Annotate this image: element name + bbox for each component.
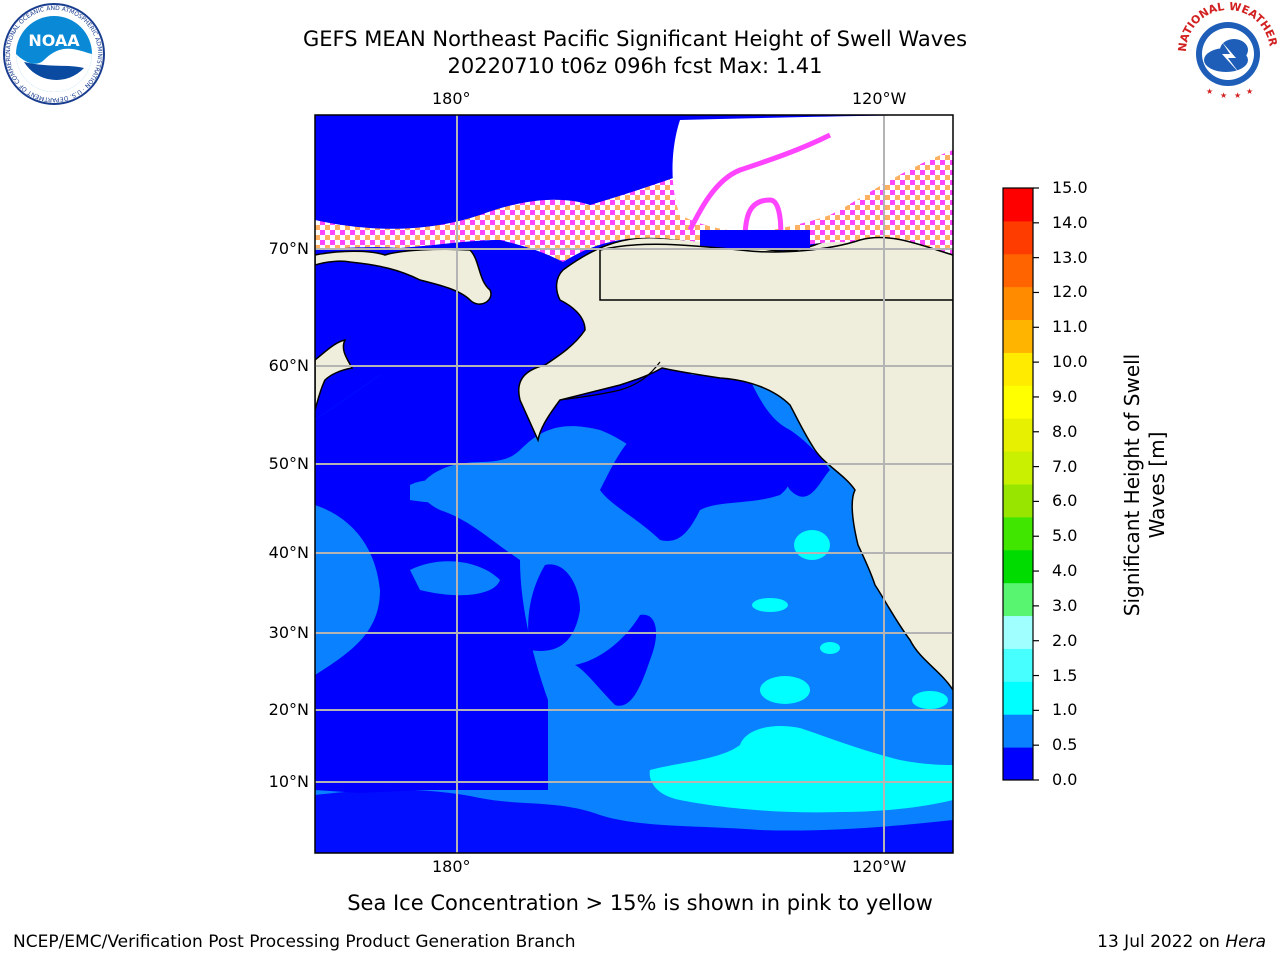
colorbar-segment [1003, 319, 1033, 353]
colorbar-title-line2: Waves [m] [1145, 431, 1169, 539]
noaa-logo-text: NOAA [28, 31, 80, 50]
colorbar-segment [1003, 714, 1033, 748]
colorbar-tick-label: 4.0 [1052, 561, 1078, 581]
map-frame [314, 114, 954, 854]
colorbar-segment [1003, 615, 1033, 649]
nws-logo: NATIONAL WEATHER SERVICE ★ ★ ★ ★ [1176, 2, 1280, 100]
ocean-swell-low [315, 373, 830, 793]
sea-ice-white [672, 115, 953, 232]
land-alaska-north-slope [599, 236, 953, 301]
footer-date-text: 13 Jul 2022 on [1097, 932, 1226, 952]
ocean-swell-high-patch [752, 598, 788, 612]
colorbar-title-line1: Significant Height of Swell [1120, 353, 1144, 617]
colorbar-tick-label: 11.0 [1052, 317, 1088, 337]
ocean-swell-high-patch [760, 676, 810, 704]
ocean-swell-high [649, 725, 953, 813]
colorbar-segment [1003, 516, 1033, 551]
colorbar-tick-label: 3.0 [1052, 595, 1078, 615]
colorbar-segment [1003, 220, 1033, 255]
lat-tick-30n: 30°N [268, 623, 309, 642]
svg-text:★: ★ [1234, 91, 1241, 100]
footer-branch: NCEP/EMC/Verification Post Processing Pr… [13, 932, 576, 952]
colorbar-tick-label: 5.0 [1052, 526, 1078, 546]
land-asia-kamchatka [315, 338, 354, 411]
colorbar-segment [1003, 648, 1033, 682]
colorbar-segment [1003, 188, 1033, 222]
colorbar-segment [1003, 253, 1033, 288]
ocean-swell-low-south [315, 789, 953, 853]
colorbar-tick-label: 2.0 [1052, 630, 1078, 650]
colorbar-tick-label: 6.0 [1052, 491, 1078, 511]
colorbar-segment [1003, 352, 1033, 386]
lat-tick-50n: 50°N [268, 454, 309, 473]
colorbar-segment [1003, 451, 1033, 485]
ocean-swell-low-gulf [600, 434, 791, 541]
colorbar-tick-label: 10.0 [1052, 352, 1088, 372]
open-water-patch [700, 230, 810, 250]
lat-tick-40n: 40°N [268, 543, 309, 562]
ocean-swell-high-patch [912, 691, 948, 709]
colorbar [1003, 187, 1039, 781]
colorbar-tick-label: 13.0 [1052, 247, 1088, 267]
sea-ice-pink-edge [687, 132, 832, 241]
ocean-swell-low-ridge [575, 614, 657, 706]
colorbar-segment [1003, 747, 1033, 781]
ocean-swell-mid-patch [410, 479, 490, 504]
colorbar-tick-label: 1.0 [1052, 700, 1078, 720]
footer-date: 13 Jul 2022 on Hera [1097, 932, 1266, 952]
colorbar-segment [1003, 484, 1033, 518]
chart-title: GEFS MEAN Northeast Pacific Significant … [302, 27, 968, 51]
lat-tick-70n: 70°N [268, 239, 309, 258]
colorbar-title: Significant Height of Swell Waves [m] [1120, 354, 1170, 616]
lon-tick-top-120w: 120°W [852, 89, 907, 108]
lon-tick-bottom-180: 180° [432, 857, 471, 876]
colorbar-tick-label: 12.0 [1052, 282, 1088, 302]
lon-tick-bottom-120w: 120°W [852, 857, 907, 876]
colorbar-segment [1003, 582, 1033, 617]
colorbar-tick-label: 9.0 [1052, 386, 1078, 406]
svg-text:★: ★ [1220, 91, 1227, 100]
colorbar-frame [1002, 187, 1034, 781]
graticule [315, 115, 953, 853]
noaa-logo: NATIONAL OCEANIC AND ATMOSPHERIC ADMINIS… [2, 2, 105, 105]
chart-subtitle: 20220710 t06z 096h fcst Max: 1.41 [447, 54, 823, 78]
colorbar-segment [1003, 385, 1033, 419]
aleutian-coast [559, 361, 661, 401]
colorbar-tick-label: 7.0 [1052, 456, 1078, 476]
svg-text:★: ★ [1246, 87, 1253, 96]
colorbar-tick-label: 1.5 [1052, 665, 1078, 685]
colorbar-tick-label: 14.0 [1052, 212, 1088, 232]
ocean-swell-mid-patch [410, 561, 500, 596]
lat-tick-10n: 10°N [268, 772, 309, 791]
ocean-swell-low-ridge [528, 564, 580, 651]
ocean-swell-high-patch [820, 642, 840, 654]
colorbar-tick-label: 15.0 [1052, 178, 1088, 197]
lat-tick-60n: 60°N [268, 356, 309, 375]
land-asia-west [315, 248, 492, 305]
colorbar-tick-label: 8.0 [1052, 421, 1078, 441]
colorbar-segment [1003, 286, 1033, 321]
colorbar-segment [1003, 418, 1033, 452]
ocean-swell-high-patch [794, 530, 830, 560]
sea-ice-caption: Sea Ice Concentration > 15% is shown in … [347, 891, 933, 915]
colorbar-segment [1003, 681, 1033, 715]
colorbar-tick-label: 0.0 [1052, 770, 1078, 789]
lon-tick-top-180: 180° [432, 89, 471, 108]
footer-host: Hera [1225, 932, 1266, 952]
colorbar-tick-label: 0.5 [1052, 735, 1078, 755]
svg-text:★: ★ [1206, 87, 1213, 96]
lat-tick-20n: 20°N [268, 700, 309, 719]
colorbar-segment [1003, 549, 1033, 584]
